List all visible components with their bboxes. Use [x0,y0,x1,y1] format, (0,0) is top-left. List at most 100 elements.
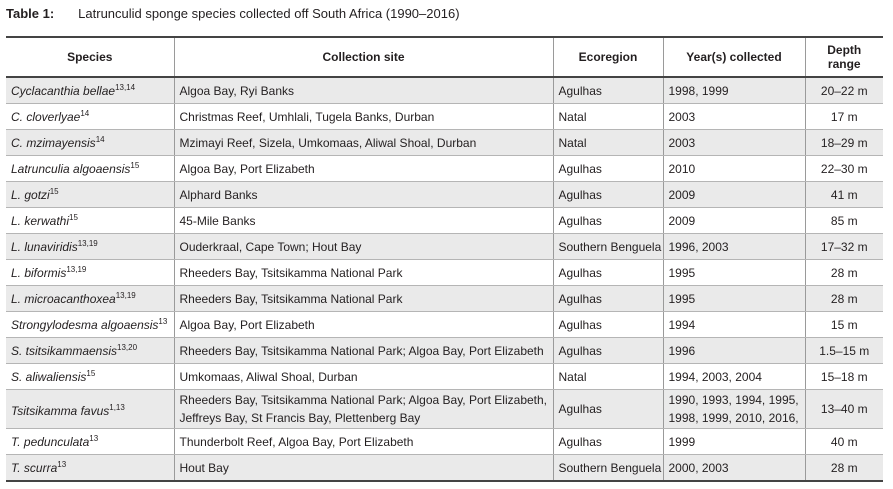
depth-range-cell: 22–30 m [804,155,883,182]
species-cell: C. cloverlyae14 [6,103,174,130]
species-cell: Cyclacanthia bellae13,14 [6,77,174,104]
reference-superscript: 15 [49,187,59,196]
ecoregion-cell: Agulhas [552,389,663,429]
table-number: Table 1: [6,6,55,21]
depth-range-cell: 13–40 m [804,389,883,429]
species-cell: T. scurra13 [6,454,174,482]
years-collected-cell: 1994 [662,311,805,338]
species-cell: Strongylodesma algoaensis13 [6,311,174,338]
collection-site-cell: Rheeders Bay, Tsitsikamma National Park;… [173,337,553,364]
years-collected-cell: 1996, 2003 [662,233,805,260]
reference-superscript: 14 [80,109,90,118]
years-collected-cell: 2010 [662,155,805,182]
table-row: L. gotzi15 Alphard Banks Agulhas 2009 41 m [6,181,883,208]
species-cell: S. tsitsikammaensis13,20 [6,337,174,364]
reference-superscript: 15 [130,161,140,170]
depth-range-cell: 15 m [804,311,883,338]
collection-site-cell: Algoa Bay, Ryi Banks [173,77,553,104]
depth-range-cell: 15–18 m [804,363,883,390]
collection-site-cell: 45-Mile Banks [173,207,553,234]
years-collected-cell: 2000, 2003 [662,454,805,482]
depth-range-cell: 1.5–15 m [804,337,883,364]
reference-superscript: 13,14 [115,83,136,92]
ecoregion-cell: Agulhas [552,285,663,312]
collection-site-cell: Thunderbolt Reef, Algoa Bay, Port Elizab… [173,428,553,455]
years-collected-cell: 2009 [662,207,805,234]
collection-site-cell: Hout Bay [173,454,553,482]
ecoregion-cell: Agulhas [552,155,663,182]
depth-range-cell: 28 m [804,285,883,312]
species-cell: L. gotzi15 [6,181,174,208]
table-row: S. aliwaliensis15 Umkomaas, Aliwal Shoal,… [6,363,883,390]
ecoregion-cell: Agulhas [552,207,663,234]
table-row: C. mzimayensis14 Mzimayi Reef, Sizela, Um… [6,129,883,156]
reference-superscript: 13,19 [115,291,136,300]
species-cell: C. mzimayensis14 [6,129,174,156]
collection-site-cell: Mzimayi Reef, Sizela, Umkomaas, Aliwal S… [173,129,553,156]
table-row: Latrunculia algoaensis15 Algoa Bay, Port … [6,155,883,182]
table-row: T. pedunculata13 Thunderbolt Reef, Algoa … [6,428,883,455]
species-cell: L. biformis13,19 [6,259,174,286]
table-row: S. tsitsikammaensis13,20 Rheeders Bay, Ts… [6,337,883,364]
collection-site-cell: Umkomaas, Aliwal Shoal, Durban [173,363,553,390]
table-row: C. cloverlyae14 Christmas Reef, Umhlali, … [6,103,883,130]
header-collection-site: Collection site [173,36,553,78]
depth-range-cell: 20–22 m [804,77,883,104]
years-collected-cell: 1994, 2003, 2004 [662,363,805,390]
ecoregion-cell: Natal [552,363,663,390]
reference-superscript: 15 [69,213,78,222]
species-table: Species Collection site Ecoregion Year(s… [6,36,883,482]
table-row: L. kerwathi15 45-Mile Banks Agulhas 2009 85 … [6,207,883,234]
ecoregion-cell: Agulhas [552,259,663,286]
table-title: Latrunculid sponge species collected off… [78,6,460,21]
table-row: L. lunaviridis13,19 Ouderkraal, Cape Town… [6,233,883,260]
ecoregion-cell: Southern Benguela [552,454,663,482]
species-cell: T. pedunculata13 [6,428,174,455]
reference-superscript: 1,13 [109,402,125,412]
collection-site-cell: Rheeders Bay, Tsitsikamma National Park [173,259,553,286]
years-collected-cell: 1995 [662,285,805,312]
table-row: L. biformis13,19 Rheeders Bay, Tsitsikamm… [6,259,883,286]
years-collected-cell: 2009 [662,181,805,208]
ecoregion-cell: Natal [552,129,663,156]
years-collected-cell: 1999 [662,428,805,455]
collection-site-cell: Rheeders Bay, Tsitsikamma National Park [173,285,553,312]
reference-superscript: 14 [95,135,105,144]
collection-site-cell: Christmas Reef, Umhlali, Tugela Banks, D… [173,103,553,130]
years-collected-cell: 2003 [662,129,805,156]
collection-site-cell: Alphard Banks [173,181,553,208]
reference-superscript: 13,20 [117,343,138,352]
reference-superscript: 13 [89,434,99,443]
reference-superscript: 13,19 [77,239,98,248]
table-row: T. scurra13 Hout Bay Southern Benguela 2000… [6,454,883,482]
table-row: Strongylodesma algoaensis13 Algoa Bay, Po… [6,311,883,338]
species-cell: S. aliwaliensis15 [6,363,174,390]
ecoregion-cell: Agulhas [552,428,663,455]
collection-site-cell: Algoa Bay, Port Elizabeth [173,311,553,338]
ecoregion-cell: Agulhas [552,311,663,338]
years-collected-cell: 1995 [662,259,805,286]
ecoregion-cell: Agulhas [552,77,663,104]
depth-range-cell: 28 m [804,454,883,482]
header-row: Species Collection site Ecoregion Year(s… [6,36,883,78]
species-cell: Tsitsikamma favus1,13 [6,389,174,429]
table-caption: Table 1: Latrunculid sponge species colle… [6,6,460,21]
reference-superscript: 15 [86,369,96,378]
reference-superscript: 13 [158,317,168,326]
table-body: Cyclacanthia bellae13,14 Algoa Bay, Ryi B… [6,77,883,482]
years-collected-cell: 1996 [662,337,805,364]
collection-site-cell: Rheeders Bay, Tsitsikamma National Park;… [173,389,553,429]
species-cell: Latrunculia algoaensis15 [6,155,174,182]
ecoregion-cell: Agulhas [552,337,663,364]
years-collected-cell: 2003 [662,103,805,130]
table-row: Cyclacanthia bellae13,14 Algoa Bay, Ryi B… [6,77,883,104]
collection-site-cell: Algoa Bay, Port Elizabeth [173,155,553,182]
header-years-collected: Year(s) collected [662,36,805,78]
ecoregion-cell: Agulhas [552,181,663,208]
depth-range-cell: 85 m [804,207,883,234]
reference-superscript: 13,19 [66,265,87,274]
depth-range-cell: 41 m [804,181,883,208]
depth-range-cell: 18–29 m [804,129,883,156]
table-row: Tsitsikamma favus1,13 Rheeders Bay, Tsits… [6,389,883,429]
depth-range-cell: 17 m [804,103,883,130]
